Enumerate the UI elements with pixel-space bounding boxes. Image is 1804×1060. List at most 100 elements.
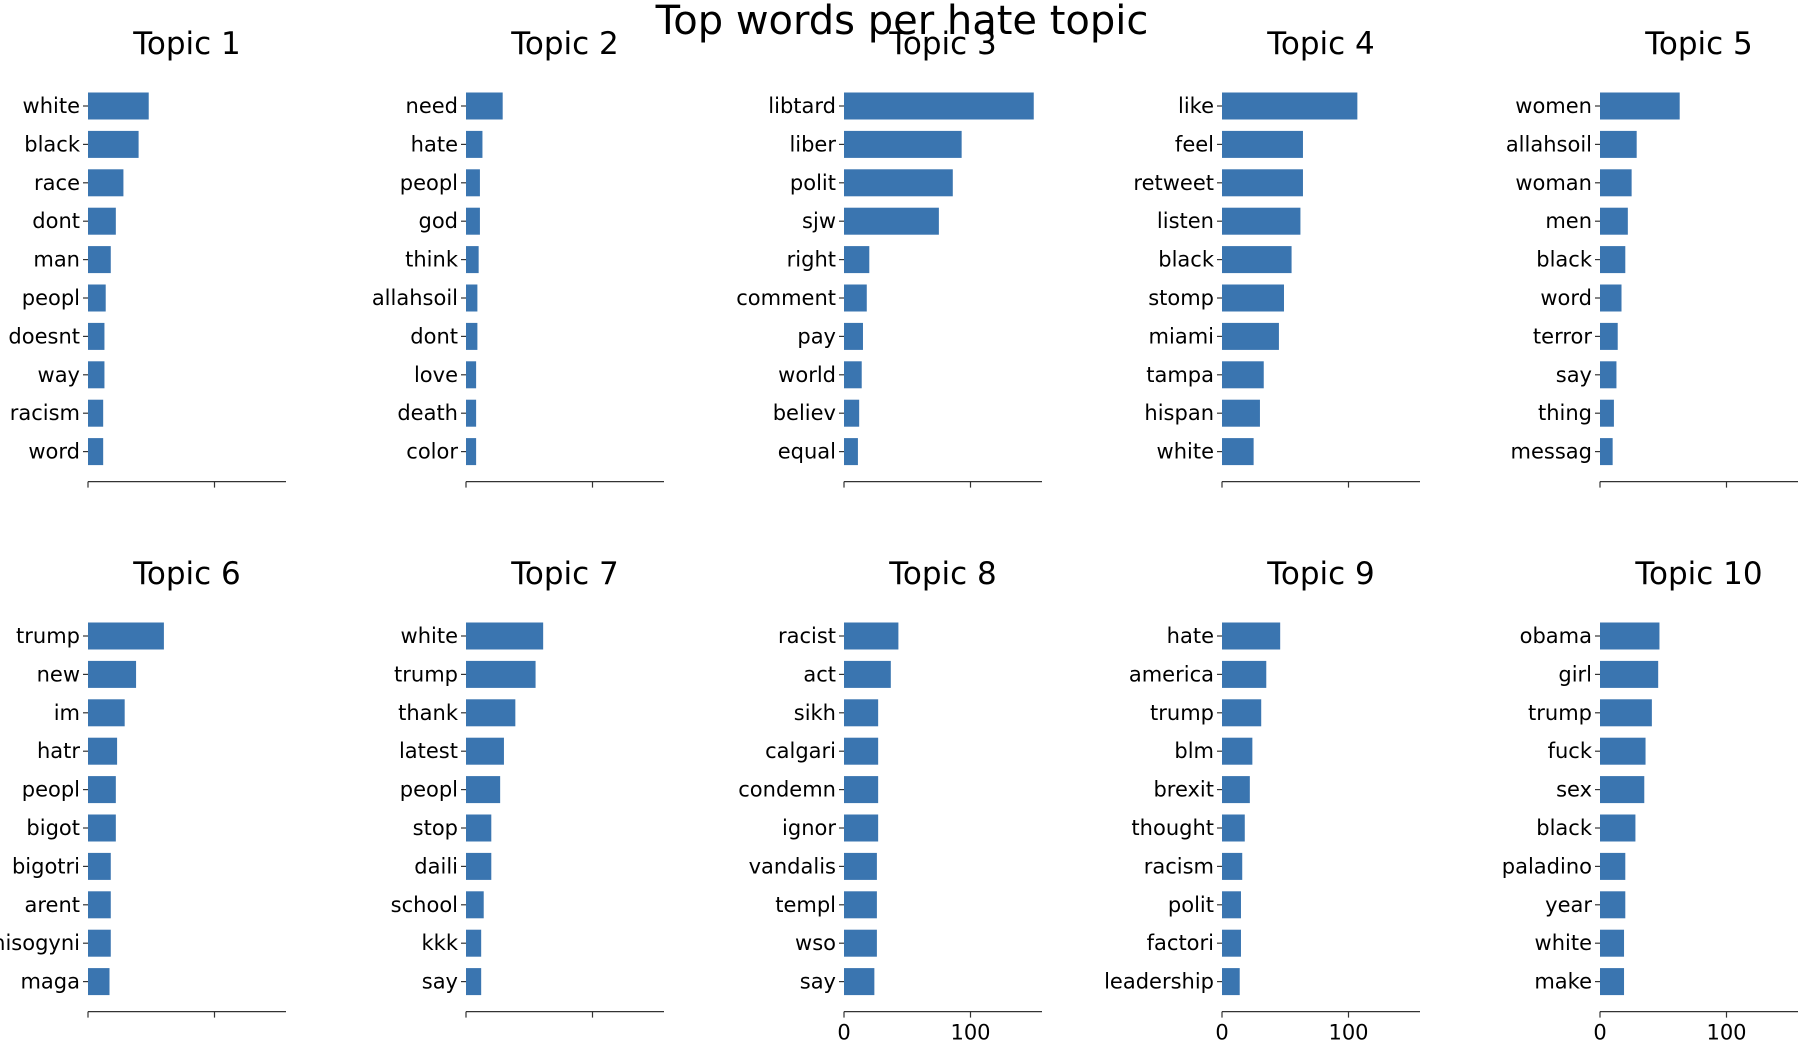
bar xyxy=(844,622,899,650)
y-tick-label: dont xyxy=(32,209,80,233)
y-tick-label: vandalis xyxy=(749,854,836,878)
bar xyxy=(466,737,504,765)
bar xyxy=(1222,891,1241,919)
bar xyxy=(466,130,483,158)
y-tick-label: man xyxy=(33,248,80,272)
panel-title: Topic 4 xyxy=(1266,26,1375,62)
y-tick-label: new xyxy=(37,662,80,686)
bar xyxy=(466,246,479,274)
y-tick-label: maga xyxy=(20,970,80,994)
bar xyxy=(844,130,962,158)
y-tick-label: word xyxy=(28,440,80,464)
y-tick-label: factori xyxy=(1147,931,1214,955)
y-tick-label: racist xyxy=(778,624,836,648)
y-tick-label: sjw xyxy=(802,209,836,233)
y-tick-label: brexit xyxy=(1153,778,1214,802)
y-tick-label: america xyxy=(1129,662,1214,686)
bar xyxy=(466,660,536,688)
y-tick-label: racism xyxy=(10,401,80,425)
bar xyxy=(1600,699,1652,727)
bar xyxy=(1600,130,1637,158)
y-tick-label: misogyni xyxy=(0,931,80,955)
x-tick-label: 100 xyxy=(1706,1021,1746,1045)
y-tick-label: black xyxy=(1158,248,1215,272)
y-tick-label: thank xyxy=(398,701,459,725)
bar xyxy=(1600,891,1626,919)
y-tick-label: doesnt xyxy=(8,324,80,348)
topic-panel: Topic 6 trump new im hatr peopl bigot bigotri ar… xyxy=(0,556,286,1018)
bar xyxy=(1222,322,1279,350)
bar xyxy=(844,968,875,996)
bar xyxy=(1222,929,1241,957)
y-tick-label: hate xyxy=(1167,624,1214,648)
y-tick-label: say xyxy=(800,970,836,994)
y-tick-label: miami xyxy=(1149,324,1214,348)
y-tick-label: blm xyxy=(1174,739,1214,763)
bar xyxy=(466,399,477,427)
bar xyxy=(1222,246,1292,274)
bar xyxy=(88,737,118,765)
y-tick-label: trump xyxy=(1150,701,1214,725)
y-tick-label: stomp xyxy=(1148,286,1214,310)
bar xyxy=(88,284,106,312)
y-tick-label: act xyxy=(803,662,836,686)
bar xyxy=(466,929,482,957)
y-tick-label: say xyxy=(422,970,458,994)
x-tick-label: 100 xyxy=(950,1021,990,1045)
y-tick-label: hatr xyxy=(37,739,80,763)
y-tick-label: tampa xyxy=(1146,363,1214,387)
y-tick-label: color xyxy=(406,440,458,464)
bar xyxy=(466,776,501,804)
y-tick-label: condemn xyxy=(738,778,836,802)
bar xyxy=(88,169,124,197)
topic-panel: Topic 8 racist act sikh calgari condemn ignor v… xyxy=(738,556,1042,1045)
y-tick-label: arent xyxy=(24,893,80,917)
bar xyxy=(1600,852,1626,880)
y-tick-label: dont xyxy=(410,324,458,348)
bar xyxy=(466,92,503,120)
bar xyxy=(1600,169,1632,197)
y-tick-label: calgari xyxy=(765,739,836,763)
bar xyxy=(844,284,867,312)
bar xyxy=(844,929,877,957)
y-tick-label: word xyxy=(1540,286,1592,310)
y-tick-label: women xyxy=(1515,94,1592,118)
topic-panel: Topic 4 like feel retweet listen black stomp mi… xyxy=(1133,26,1420,488)
y-tick-label: polit xyxy=(1168,893,1214,917)
bar xyxy=(88,660,137,688)
bar xyxy=(88,207,116,235)
bar xyxy=(1222,737,1253,765)
figure-title: Top words per hate topic xyxy=(655,0,1149,44)
y-tick-label: way xyxy=(38,363,80,387)
y-tick-label: feel xyxy=(1175,132,1214,156)
topic-panel: Topic 2 need hate peopl god think allahsoil don… xyxy=(372,26,664,488)
x-tick-label: 0 xyxy=(837,1021,850,1045)
y-tick-label: liber xyxy=(789,132,836,156)
y-tick-label: daili xyxy=(414,854,458,878)
y-tick-label: god xyxy=(418,209,458,233)
y-tick-label: right xyxy=(787,248,836,272)
panel-title: Topic 2 xyxy=(510,26,619,62)
y-tick-label: hate xyxy=(411,132,458,156)
bar xyxy=(88,699,125,727)
y-tick-label: allahsoil xyxy=(1506,132,1592,156)
y-tick-label: sex xyxy=(1556,778,1592,802)
topic-panel: Topic 3 libtard liber polit sjw right comment p… xyxy=(736,26,1042,488)
y-tick-label: wso xyxy=(795,931,836,955)
bar xyxy=(466,699,516,727)
bar xyxy=(1600,814,1636,842)
x-tick-label: 0 xyxy=(1215,1021,1228,1045)
x-tick-label: 100 xyxy=(1328,1021,1368,1045)
bar xyxy=(1600,246,1626,274)
topic-panel: Topic 9 hate america trump blm brexit thought r… xyxy=(1104,556,1420,1045)
bar xyxy=(466,207,480,235)
bar xyxy=(1600,968,1625,996)
bar xyxy=(466,322,478,350)
bar xyxy=(1222,852,1243,880)
y-tick-label: black xyxy=(1536,248,1593,272)
y-tick-label: need xyxy=(406,94,458,118)
bar xyxy=(1222,399,1260,427)
bar xyxy=(844,852,877,880)
bar xyxy=(1222,699,1262,727)
y-tick-label: allahsoil xyxy=(372,286,458,310)
